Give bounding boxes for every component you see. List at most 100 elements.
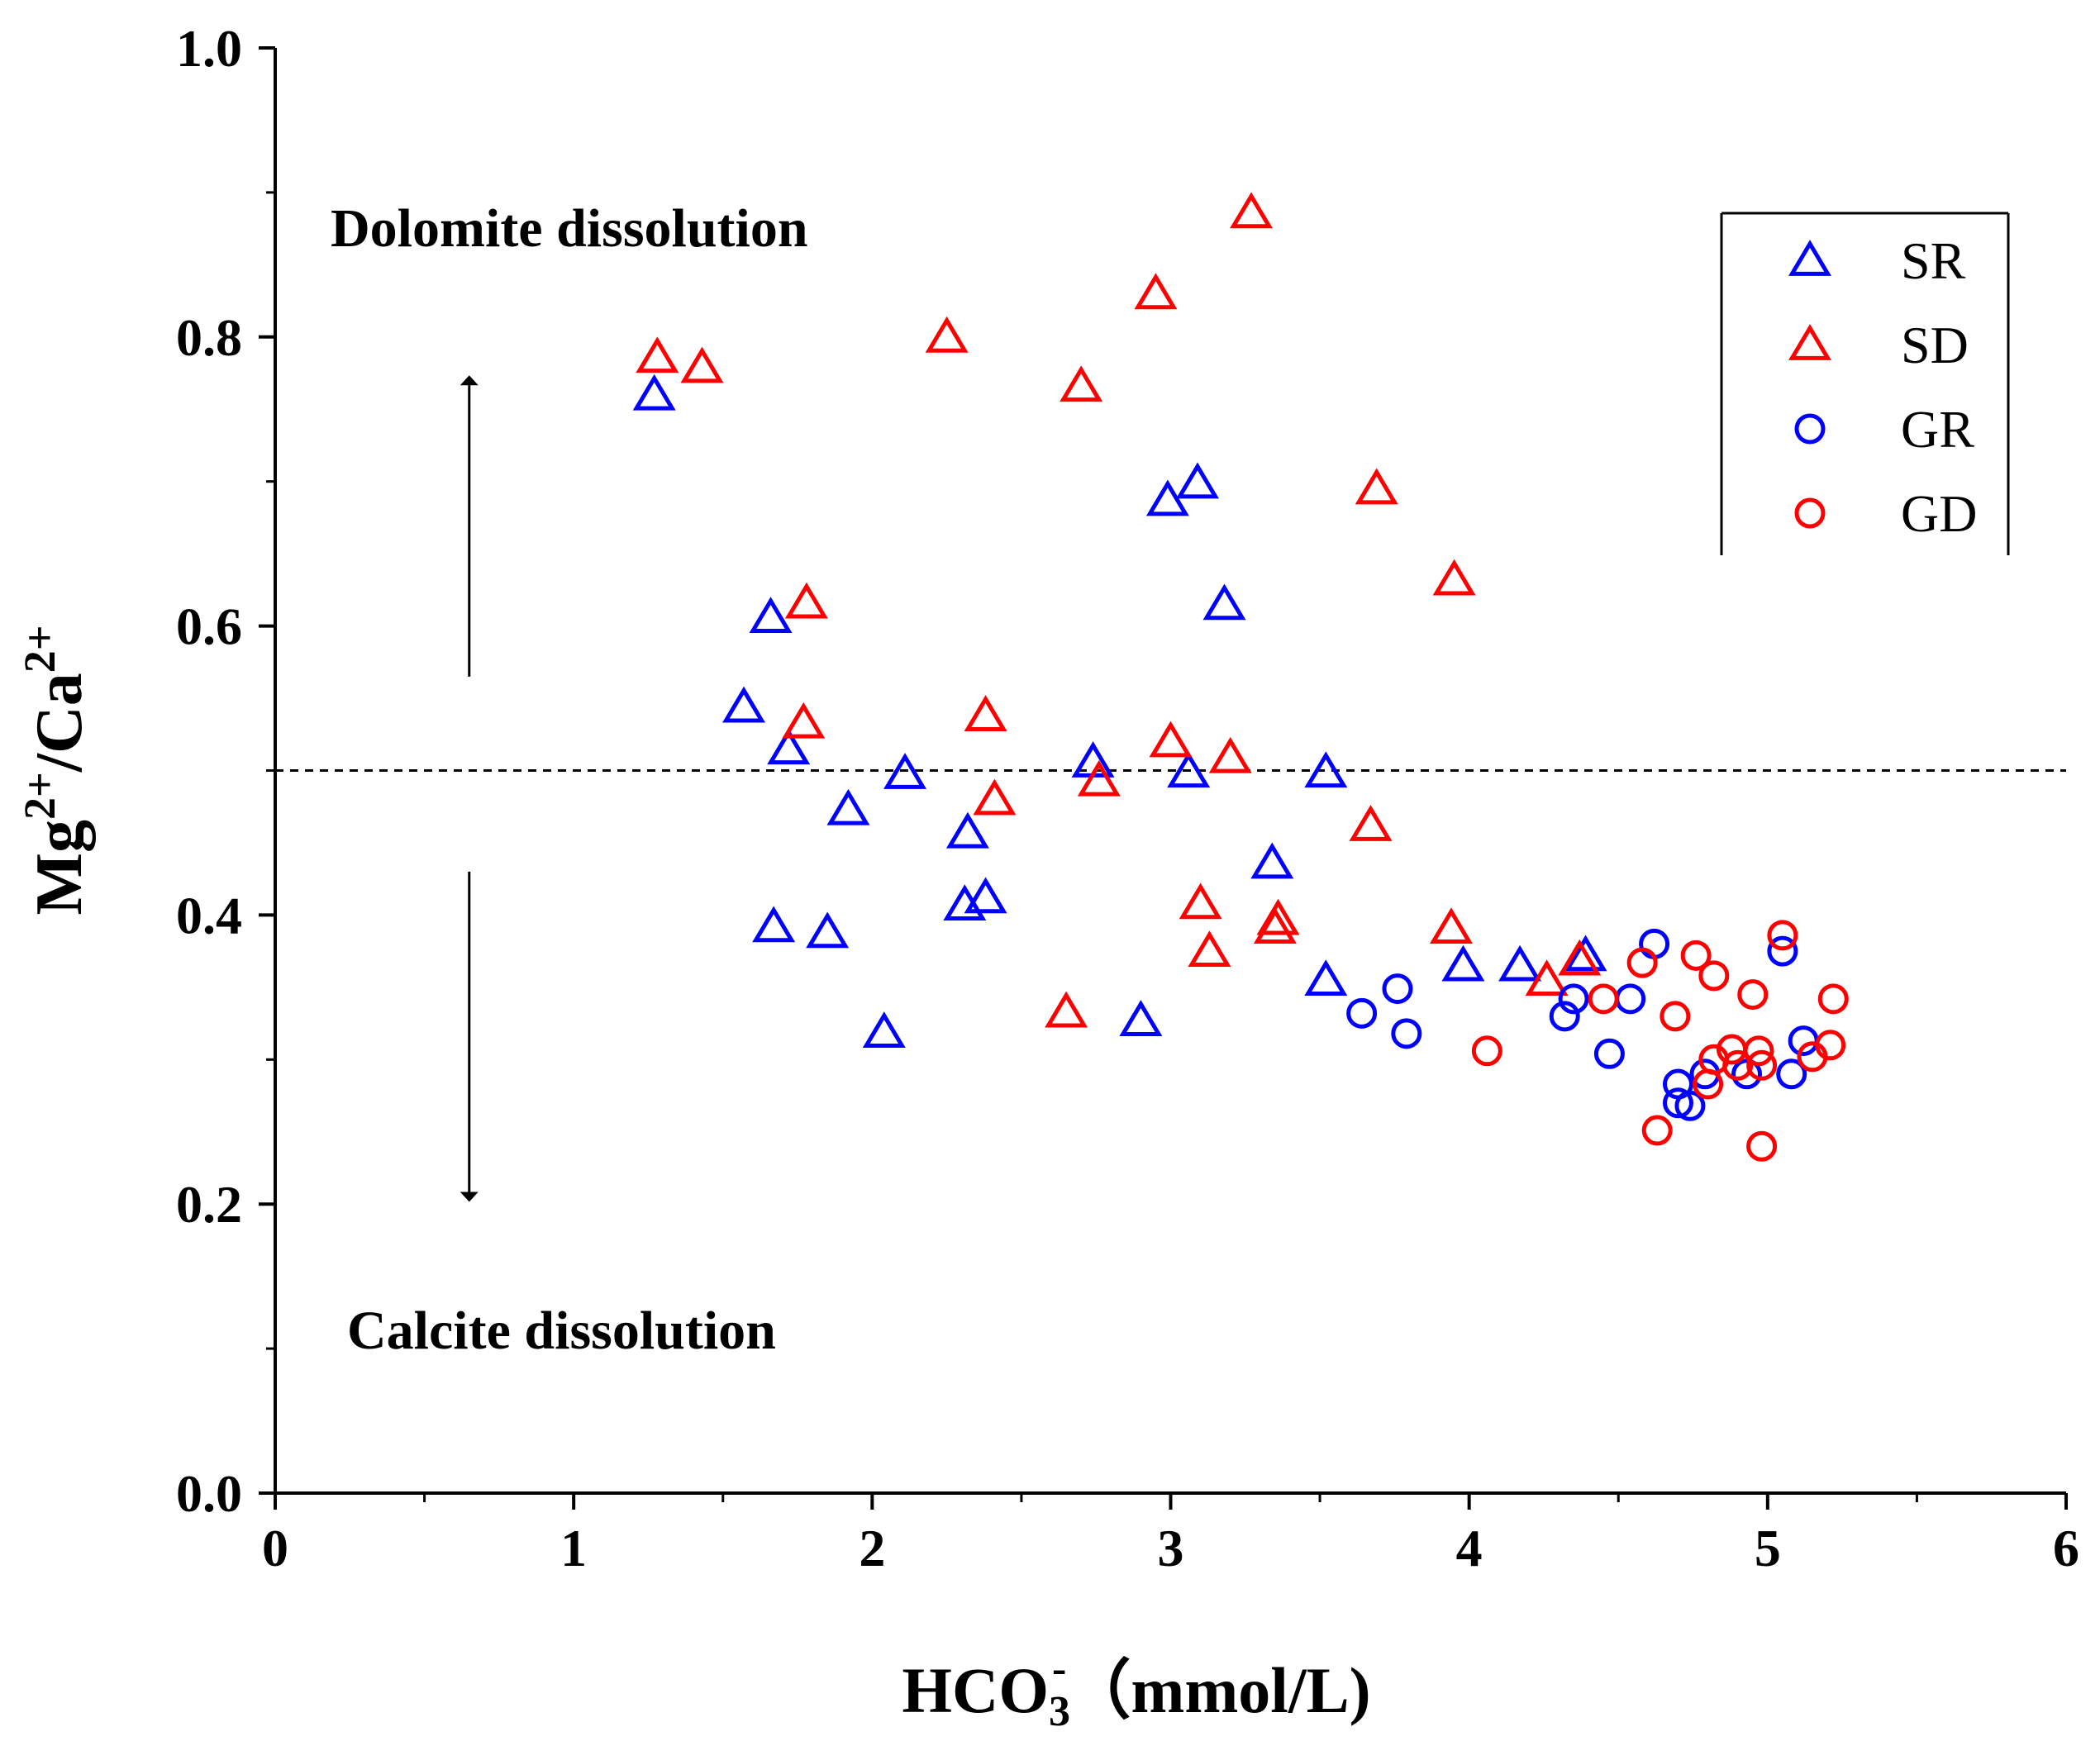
point-sd-13: [1188, 930, 1231, 968]
point-sd-17: [1253, 907, 1297, 944]
point-sd-21: [1432, 559, 1476, 596]
point-gd-3: [1641, 1115, 1673, 1146]
point-gr-5: [1615, 983, 1646, 1015]
y-tick-label-5: 1.0: [176, 19, 242, 78]
point-sr-23: [1564, 935, 1607, 972]
point-gd-4: [1660, 1001, 1691, 1032]
x-axis-title: HCO3-（mmol/L): [902, 1645, 1370, 1735]
point-sd-0: [636, 336, 679, 373]
point-sd-11: [1149, 721, 1193, 758]
y-axis-title-ca: /Ca: [23, 673, 96, 773]
legend-marker-sd: [1788, 324, 1831, 360]
legend-label-sr: SR: [1901, 231, 1966, 290]
point-sd-9: [1077, 759, 1121, 797]
point-sr-8: [883, 753, 927, 789]
point-gd-1: [1588, 983, 1619, 1015]
point-sd-3: [782, 702, 826, 739]
point-sr-3: [767, 728, 811, 765]
series-gd: [1471, 920, 1849, 1162]
point-gr-0: [1346, 997, 1378, 1029]
point-gd-10: [1722, 1049, 1754, 1081]
point-sd-5: [964, 695, 1007, 731]
y-tick-label-4: 0.8: [176, 308, 242, 367]
legend-marker-sr: [1788, 240, 1831, 276]
point-sr-0: [632, 373, 676, 411]
point-sr-13: [1119, 1000, 1163, 1036]
point-sr-6: [826, 788, 870, 825]
point-sd-14: [1208, 736, 1252, 773]
point-gr-14: [1776, 1058, 1807, 1090]
point-gd-18: [1817, 983, 1849, 1015]
legend: SR SD GR GD: [1720, 212, 2010, 555]
point-sd-6: [973, 778, 1017, 816]
axis-ticks: 0 1 2 3 4 5 6 0.0 0.2 0.4 0.6 0.8 1.0: [176, 19, 2079, 1577]
series-sr: [632, 373, 1607, 1048]
legend-marker-gr: [1794, 413, 1826, 445]
axis-titles: HCO3-（mmol/L) Mg2+/Ca2+: [15, 625, 1371, 1735]
legend-label-gd: GD: [1901, 484, 1977, 543]
series-sd: [636, 192, 1602, 1028]
point-sd-8: [1060, 365, 1103, 402]
x-axis-title-rest: （mmol/L): [1066, 1654, 1370, 1726]
y-axis-title-mg-charge: 2+: [15, 772, 64, 820]
point-sd-12: [1179, 882, 1222, 920]
point-sd-10: [1134, 273, 1178, 310]
point-sr-21: [1441, 944, 1485, 982]
legend-label-gr: GR: [1901, 400, 1974, 459]
x-tick-label-6: 6: [2053, 1519, 2079, 1577]
point-gd-14: [1746, 1049, 1778, 1081]
y-tick-label-0: 0.0: [176, 1464, 242, 1523]
point-sd-7: [1045, 991, 1088, 1028]
legend-marker-gd: [1794, 497, 1826, 529]
point-gr-12: [1731, 1058, 1763, 1090]
point-sr-11: [964, 877, 1007, 914]
point-gd-5: [1680, 939, 1712, 971]
point-gr-4: [1558, 983, 1589, 1015]
annotation-dolomite: Dolomite dissolution: [331, 198, 808, 259]
data-points: [632, 192, 1849, 1162]
x-tick-label-5: 5: [1755, 1519, 1781, 1577]
x-tick-label-1: 1: [560, 1519, 587, 1577]
point-sd-20: [1430, 907, 1473, 944]
point-sd-23: [1558, 939, 1602, 976]
point-gr-2: [1391, 1018, 1422, 1049]
point-sd-18: [1349, 805, 1393, 841]
y-axis-title: Mg2+/Ca2+: [15, 625, 96, 915]
point-sr-14: [1145, 479, 1189, 516]
y-tick-label-3: 0.6: [176, 597, 242, 656]
point-sr-17: [1202, 583, 1246, 621]
point-sd-2: [784, 582, 828, 619]
point-sr-4: [752, 906, 796, 943]
x-axis-title-sup: -: [1052, 1645, 1066, 1692]
point-sd-19: [1355, 468, 1398, 505]
series-gr: [1346, 928, 1819, 1121]
point-sr-18: [1250, 842, 1294, 879]
point-sr-7: [862, 1011, 906, 1048]
y-tick-label-2: 0.4: [176, 886, 242, 944]
point-sr-1: [722, 686, 766, 723]
point-gd-2: [1626, 947, 1658, 978]
y-axis-title-ca-charge: 2+: [15, 625, 64, 673]
point-sr-5: [806, 911, 850, 949]
point-sr-2: [749, 597, 793, 634]
point-gd-11: [1737, 979, 1769, 1011]
annotations: Dolomite dissolution Calcite dissolution: [331, 198, 808, 1361]
point-gd-6: [1698, 960, 1730, 992]
point-gd-17: [1815, 1030, 1846, 1061]
x-axis-title-base: HCO: [902, 1654, 1049, 1726]
y-tick-label-1: 0.2: [176, 1175, 242, 1234]
point-sr-16: [1167, 751, 1211, 788]
point-sr-15: [1176, 462, 1219, 499]
point-sd-1: [680, 346, 724, 383]
point-gr-15: [1788, 1025, 1819, 1057]
point-gr-13: [1767, 935, 1798, 967]
point-gr-10: [1674, 1090, 1706, 1121]
x-tick-label-2: 2: [859, 1519, 885, 1577]
x-tick-label-4: 4: [1456, 1519, 1483, 1577]
point-gd-13: [1746, 1130, 1778, 1162]
point-sd-4: [925, 316, 969, 353]
point-gr-3: [1549, 1001, 1580, 1032]
point-sr-22: [1498, 944, 1542, 982]
point-gd-15: [1767, 920, 1798, 951]
